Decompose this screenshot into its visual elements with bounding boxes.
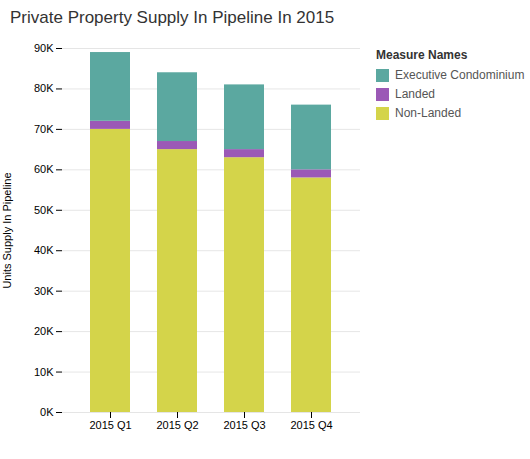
svg-text:2015 Q3: 2015 Q3 [223, 419, 265, 431]
svg-text:2015 Q2: 2015 Q2 [156, 419, 198, 431]
svg-text:40K: 40K [34, 244, 54, 256]
svg-text:60K: 60K [34, 163, 54, 175]
svg-text:10K: 10K [34, 366, 54, 378]
html-text:Executive Condominium: Executive Condominium [395, 68, 525, 82]
svg-text:2015 Q4: 2015 Q4 [290, 419, 332, 431]
svg-text:90K: 90K [34, 42, 54, 54]
svg-text:20K: 20K [34, 325, 54, 337]
svg-text:30K: 30K [34, 285, 54, 297]
html-text:Landed: Landed [395, 87, 435, 101]
html-text:Non-Landed: Non-Landed [395, 106, 462, 120]
svg-text:Units Supply In Pipeline: Units Supply In Pipeline [1, 172, 13, 288]
svg-text:80K: 80K [34, 82, 54, 94]
svg-text:70K: 70K [34, 123, 54, 135]
html-text:Private Property Supply In Pip: Private Property Supply In Pipeline In 2… [10, 8, 335, 27]
svg-text:0K: 0K [40, 406, 54, 418]
svg-text:2015 Q1: 2015 Q1 [89, 419, 131, 431]
svg-text:50K: 50K [34, 204, 54, 216]
html-text:Measure Names: Measure Names [376, 48, 468, 62]
